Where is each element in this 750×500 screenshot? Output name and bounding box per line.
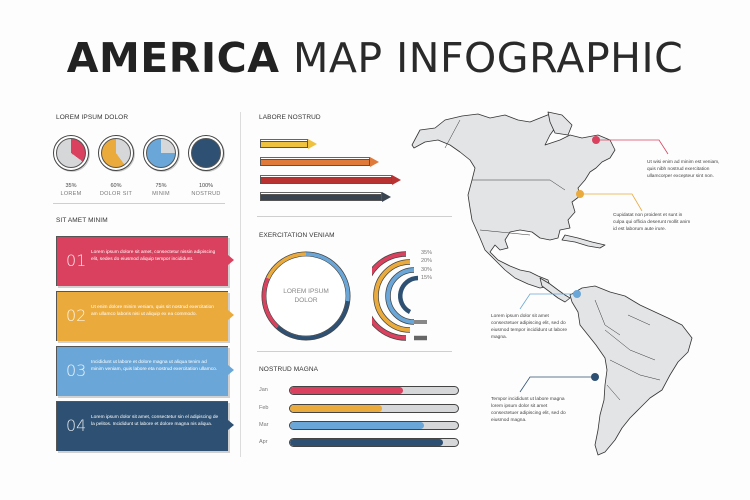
title-light: MAP INFOGRAPHIC <box>293 34 684 82</box>
pie-lorem: 35% LOREM <box>53 135 89 197</box>
pie-percent: 35% <box>65 183 77 189</box>
step-number: 04 <box>66 416 87 435</box>
step-card-04: 04 Lorem ipsum dolor sit amet, consectet… <box>56 401 234 451</box>
radial-bar-chart <box>372 251 427 341</box>
divider <box>53 203 225 204</box>
pie-chart-icon <box>146 138 176 168</box>
arrow-bar-yellow <box>260 139 320 149</box>
progress-row-mar: Mar <box>259 421 464 431</box>
progress-row-apr: Apr <box>259 438 464 448</box>
divider <box>257 351 452 352</box>
step-card-01: 01 Lorem ipsum dolore sit amet, consecte… <box>56 236 234 286</box>
arrow-head-icon <box>392 175 401 185</box>
arrow-head-icon <box>382 192 391 202</box>
callout-text-1: Ut wisi enim ad minim est veniam, quis n… <box>647 160 720 179</box>
steps-heading: SIT AMET MINIM <box>56 217 108 224</box>
callout-line <box>519 376 592 393</box>
page-title: AMERICA MAP INFOGRAPHIC <box>0 34 750 82</box>
pie-label: DOLOR SIT <box>99 191 133 197</box>
callout-line <box>596 139 669 155</box>
pie-chart-icon <box>56 138 86 168</box>
step-number: 02 <box>66 306 87 325</box>
step-card-02: 02 Ut enim dolore minim veniam, quis sit… <box>56 291 234 341</box>
donut-heading: EXERCITATION VENIAM <box>259 232 335 239</box>
notch-icon <box>228 310 234 320</box>
arrow-bar-red <box>260 175 405 185</box>
arrow-bar-charcoal <box>260 192 395 202</box>
callout-line <box>580 193 643 212</box>
progress-heading: NOSTRUD MAGNA <box>259 366 319 373</box>
step-number: 01 <box>66 251 87 270</box>
arrow-head-icon <box>370 157 379 167</box>
divider <box>257 216 452 217</box>
pie-percent: 100% <box>198 183 214 189</box>
notch-icon <box>228 255 234 265</box>
notch-icon <box>228 365 234 375</box>
callout-text-4: Tempor incididunt ut labore magna lorem … <box>491 397 566 423</box>
pie-percent: 75% <box>155 183 167 189</box>
column-divider <box>240 112 241 457</box>
step-text: Incididunt ut labore et dolore magna ut … <box>91 360 218 372</box>
callout-line <box>519 293 574 310</box>
arrows-heading: LABORE NOSTRUD <box>259 114 321 121</box>
callout-text-2: Cupidatat non proident et sunt in culpa … <box>613 213 691 232</box>
pie-chart-icon <box>101 138 131 168</box>
progress-row-feb: Feb <box>259 404 464 414</box>
pie-group: 35% LOREM 60% DOLOR SIT 75% MINIM 100% N… <box>53 135 233 197</box>
donut-center-label: LOREM IPSUM DOLOR <box>283 288 329 304</box>
pie-percent: 60% <box>110 183 122 189</box>
step-card-03: 03 Incididunt ut labore et dolore magna … <box>56 346 234 396</box>
pies-heading: LOREM IPSUM DOLOR <box>56 114 129 121</box>
callout-text-3: Lorem ipsum dolor sit amet consectetuer … <box>491 314 567 340</box>
pie-dolor-sit: 60% DOLOR SIT <box>98 135 134 197</box>
arrow-bar-orange <box>260 157 385 167</box>
pie-label: MINIM <box>152 191 170 197</box>
step-text: Lorem ipsum dolore sit amet, consectetur… <box>91 250 216 262</box>
pie-minim: 75% MINIM <box>143 135 179 197</box>
pie-label: NOSTRUD <box>191 191 221 197</box>
arrow-head-icon <box>308 139 317 149</box>
americas-map <box>411 111 693 456</box>
pie-nostrud: 100% NOSTRUD <box>188 135 224 197</box>
title-bold: AMERICA <box>66 34 280 82</box>
step-text: Lorem ipsum dolor sit amet, consectetur … <box>91 415 219 427</box>
step-text: Ut enim dolore minim veniam, quis sit no… <box>91 305 214 317</box>
radial-legend: 35% 20% 30% 15% <box>421 250 433 281</box>
step-number: 03 <box>66 361 87 380</box>
map-marker-lightblue[interactable] <box>573 290 581 298</box>
pie-label: LOREM <box>60 191 82 197</box>
pie-chart-icon <box>191 138 221 168</box>
donut-chart <box>261 251 351 341</box>
notch-icon <box>228 420 234 430</box>
progress-row-jan: Jan <box>259 386 464 396</box>
map-marker-navy[interactable] <box>591 373 599 381</box>
